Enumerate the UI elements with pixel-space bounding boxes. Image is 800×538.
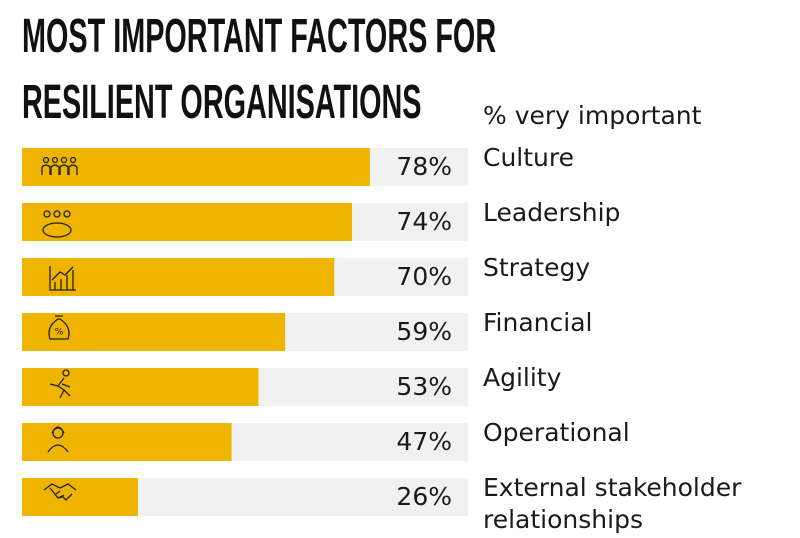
icon-part <box>53 210 61 218</box>
bar <box>22 423 232 461</box>
icon-part <box>42 156 50 164</box>
icon-part <box>63 210 71 218</box>
icon-part <box>41 164 51 175</box>
icon-part <box>49 377 71 399</box>
icon-part <box>68 164 78 175</box>
icon-part <box>49 266 76 291</box>
icon-part <box>43 483 77 501</box>
value-label: 47% <box>396 427 452 456</box>
bar <box>22 313 286 351</box>
value-label: 26% <box>396 482 452 511</box>
bar <box>22 203 353 241</box>
value-label: 53% <box>396 372 452 401</box>
icon <box>49 266 76 291</box>
icon <box>49 369 71 399</box>
category-label: Financial <box>483 308 593 337</box>
value-label: 59% <box>396 317 452 346</box>
category-label: External stakeholder relationships <box>483 473 742 534</box>
icon-part <box>48 315 70 340</box>
icon-part <box>62 369 70 377</box>
icon <box>42 210 72 238</box>
icon <box>47 426 69 453</box>
icon-part <box>69 156 77 164</box>
icon-part: % <box>55 328 64 338</box>
category-label: Culture <box>483 143 575 172</box>
value-label: 70% <box>396 262 452 291</box>
icon-part <box>50 164 60 175</box>
icon-part <box>59 164 69 175</box>
value-label: 78% <box>396 152 452 181</box>
icon-part <box>52 427 64 439</box>
chart-subtitle: % very important <box>483 101 702 130</box>
category-label: Strategy <box>483 253 591 282</box>
chart-title: MOST IMPORTANT FACTORS FOR RESILIENT ORG… <box>22 10 497 129</box>
category-label: Operational <box>483 418 630 447</box>
bar <box>22 478 138 516</box>
icon <box>43 483 77 501</box>
icon <box>41 156 78 175</box>
bar <box>22 368 259 406</box>
icon-part <box>51 156 59 164</box>
icon-part <box>60 156 68 164</box>
category-label: Leadership <box>483 198 621 227</box>
icon-part <box>42 222 72 238</box>
icon-part <box>43 210 51 218</box>
icon: % <box>48 315 70 340</box>
category-label: Agility <box>483 363 562 392</box>
bar <box>22 148 370 186</box>
value-label: 74% <box>396 207 452 236</box>
icon-part <box>47 426 69 453</box>
